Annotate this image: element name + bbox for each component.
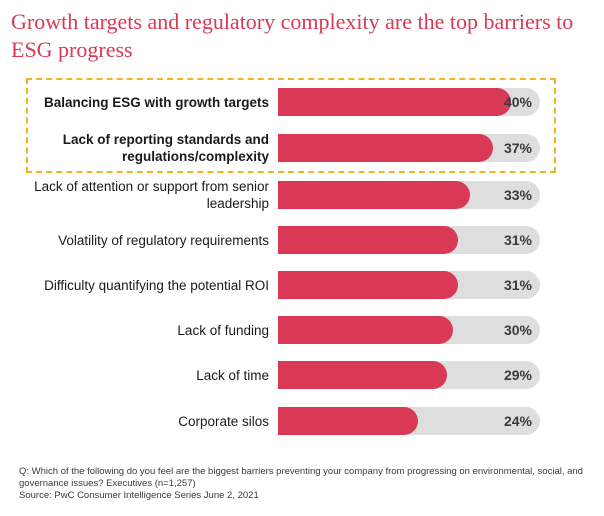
bar: [278, 316, 453, 344]
bar-track: 31%: [278, 271, 540, 299]
bar-label: Corporate silos: [178, 413, 269, 429]
bar-track: 30%: [278, 316, 540, 344]
bar-track: 31%: [278, 226, 540, 254]
bar-value-label: 31%: [503, 232, 532, 248]
bar: [278, 226, 458, 254]
bar-value-label: 31%: [503, 277, 532, 293]
bar-label: Lack of attention or support from senior…: [34, 179, 269, 211]
bar-value-label: 40%: [503, 94, 532, 110]
bar: [278, 88, 511, 116]
bar: [278, 271, 458, 299]
bar-row: Difficulty quantifying the potential ROI…: [0, 265, 604, 305]
bar-row: Lack of reporting standards and regulati…: [0, 128, 604, 168]
bar: [278, 181, 470, 209]
footnote-source: Source: PwC Consumer Intelligence Series…: [19, 490, 259, 501]
bar-track: 37%: [278, 134, 540, 162]
bar-track: 40%: [278, 88, 540, 116]
bar: [278, 134, 493, 162]
bar-value-label: 29%: [503, 367, 532, 383]
bar-value-label: 37%: [503, 140, 532, 156]
bar-label: Volatility of regulatory requirements: [58, 232, 269, 248]
bar-row: Lack of funding 30%: [0, 310, 604, 350]
highlight-box: [26, 78, 556, 173]
bar-track: 24%: [278, 407, 540, 435]
bar-label: Balancing ESG with growth targets: [43, 94, 269, 110]
bar-row: Volatility of regulatory requirements 31%: [0, 220, 604, 260]
bar-row: Lack of attention or support from senior…: [0, 175, 604, 215]
footnote-question: Q: Which of the following do you feel ar…: [19, 466, 583, 489]
bar-row: Corporate silos 24%: [0, 401, 604, 441]
bar-row: Balancing ESG with growth targets 40%: [0, 82, 604, 122]
bar: [278, 361, 447, 389]
footnote: Q: Which of the following do you feel ar…: [19, 466, 594, 502]
bar-label: Lack of reporting standards and regulati…: [62, 132, 269, 164]
bar-label: Lack of time: [196, 367, 269, 383]
bar-label: Difficulty quantifying the potential ROI: [44, 277, 269, 293]
bar-value-label: 30%: [503, 322, 532, 338]
bar-row: Lack of time 29%: [0, 355, 604, 395]
bar-value-label: 33%: [503, 187, 532, 203]
bar: [278, 407, 418, 435]
bar-label: Lack of funding: [177, 322, 269, 338]
bar-track: 29%: [278, 361, 540, 389]
chart-title: Growth targets and regulatory complexity…: [11, 9, 574, 62]
bar-track: 33%: [278, 181, 540, 209]
bar-value-label: 24%: [503, 413, 532, 429]
